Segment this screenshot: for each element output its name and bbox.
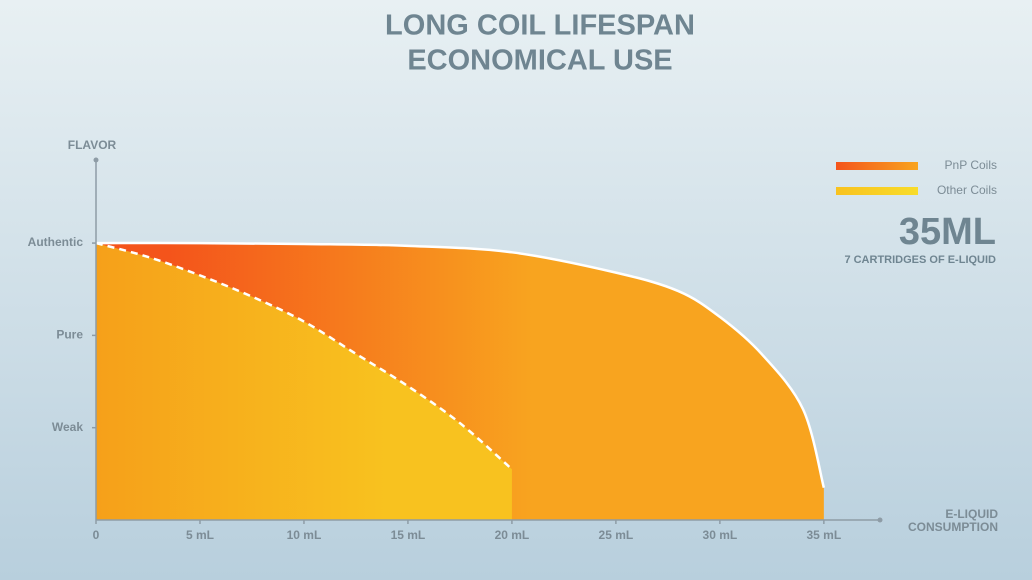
series-line — [95, 241, 826, 489]
legend-label: PnP Coils — [945, 158, 997, 172]
x-axis-label: E-LIQUID — [945, 507, 998, 521]
x-tick-label: 0 — [93, 528, 100, 542]
chart-subtitle: ECONOMICAL USE — [407, 45, 672, 77]
annotation-text: 7 CARTRIDGES OF E-LIQUID — [844, 254, 996, 266]
x-tick-label: 10 mL — [287, 528, 322, 542]
annotation-value: 35ML — [899, 211, 996, 253]
x-tick-label: 20 mL — [495, 528, 530, 542]
x-axis-label: CONSUMPTION — [908, 520, 998, 534]
legend-label: Other Coils — [937, 183, 997, 197]
x-tick-label: 25 mL — [599, 528, 634, 542]
x-tick-label: 35 mL — [807, 528, 842, 542]
legend-swatch — [836, 162, 918, 170]
axis-dot — [93, 157, 99, 163]
legend-swatch — [836, 187, 918, 195]
chart-title: LONG COIL LIFESPAN — [385, 10, 695, 42]
axis-dot — [877, 517, 883, 523]
x-tick-label: 30 mL — [703, 528, 738, 542]
y-tick-label: Weak — [52, 420, 83, 434]
x-tick-label: 5 mL — [186, 528, 214, 542]
y-tick-label: Pure — [56, 328, 83, 342]
area-fill — [96, 243, 512, 521]
x-tick-label: 15 mL — [391, 528, 426, 542]
y-axis-label: FLAVOR — [68, 138, 117, 152]
series-line — [95, 241, 513, 471]
y-tick-label: Authentic — [28, 235, 84, 249]
